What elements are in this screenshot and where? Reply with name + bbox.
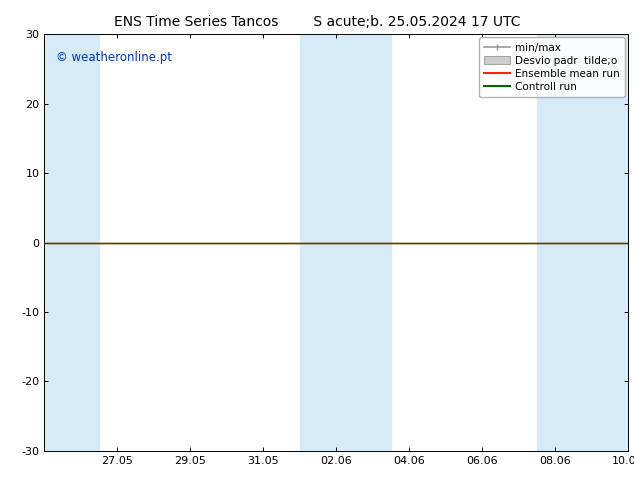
- Legend: min/max, Desvio padr  tilde;o, Ensemble mean run, Controll run: min/max, Desvio padr tilde;o, Ensemble m…: [479, 37, 624, 97]
- Bar: [536, 34, 628, 451]
- Text: ENS Time Series Tancos        S acute;b. 25.05.2024 17 UTC: ENS Time Series Tancos S acute;b. 25.05.…: [113, 15, 521, 29]
- Bar: [299, 34, 391, 451]
- Text: © weatheronline.pt: © weatheronline.pt: [56, 51, 172, 64]
- Bar: [44, 34, 99, 451]
